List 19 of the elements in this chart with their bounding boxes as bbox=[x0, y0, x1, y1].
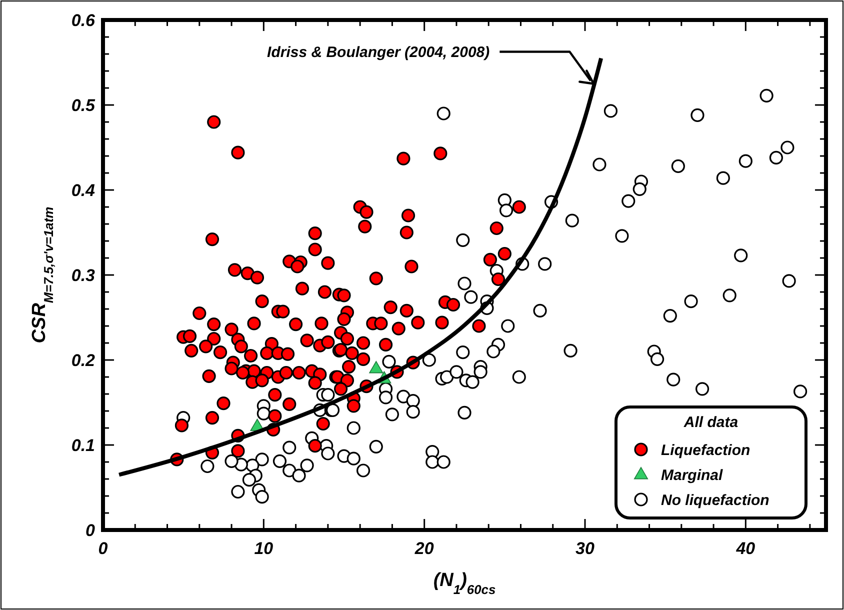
x-tick-label: 10 bbox=[254, 539, 274, 558]
y-tick-label: 0.5 bbox=[71, 96, 96, 115]
point bbox=[369, 361, 384, 374]
y-tick-label: 0 bbox=[86, 520, 96, 540]
legend-title: All data bbox=[682, 414, 738, 431]
legend-label: Marginal bbox=[661, 466, 724, 484]
y-tick-label: 0.1 bbox=[71, 436, 95, 455]
y-tick-label: 0.2 bbox=[71, 350, 96, 370]
y-tick-label: 0.6 bbox=[71, 10, 96, 30]
legend-label: No liquefaction bbox=[661, 492, 770, 509]
x-axis-title: (N$_{1}$)$_{60cs}$ bbox=[433, 570, 496, 596]
legend-label: Liquefaction bbox=[661, 442, 750, 459]
y-tick-label: 0.3 bbox=[71, 266, 96, 285]
x-tick-label: 20 bbox=[414, 539, 434, 558]
annotation: Idriss & Boulanger (2004, 2008) bbox=[267, 44, 490, 61]
x-tick-label: 40 bbox=[735, 539, 756, 558]
y-tick-label: 0.4 bbox=[71, 180, 96, 200]
x-tick-label: 30 bbox=[576, 539, 595, 558]
x-tick-label: 0 bbox=[98, 539, 108, 558]
